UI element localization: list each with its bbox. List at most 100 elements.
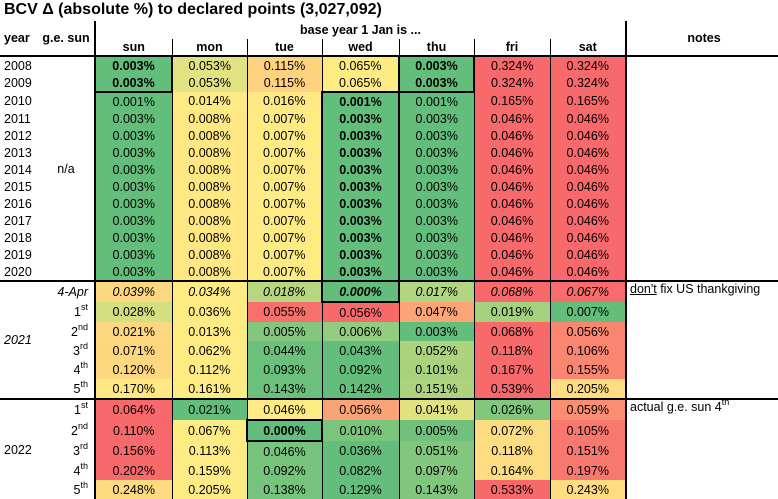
value-cell-thu[interactable]: 0.003% xyxy=(398,229,474,246)
value-cell-tue[interactable]: 0.143% xyxy=(246,379,322,399)
value-cell-mon[interactable]: 0.161% xyxy=(171,379,247,399)
value-cell-sun[interactable]: 0.110% xyxy=(94,420,172,441)
value-cell-wed[interactable]: 0.082% xyxy=(321,461,399,480)
value-cell-wed[interactable]: 0.003% xyxy=(321,127,400,144)
value-cell-mon[interactable]: 0.014% xyxy=(171,92,247,110)
value-cell-fri[interactable]: 0.068% xyxy=(473,280,550,302)
value-cell-fri[interactable]: 0.164% xyxy=(473,461,550,480)
value-cell-tue[interactable]: 0.018% xyxy=(246,280,322,302)
value-cell-wed[interactable]: 0.043% xyxy=(321,341,399,360)
value-cell-fri[interactable]: 0.539% xyxy=(473,379,550,399)
value-cell-sun[interactable]: 0.202% xyxy=(94,461,172,480)
value-cell-sun[interactable]: 0.003% xyxy=(94,144,172,161)
value-cell-mon[interactable]: 0.053% xyxy=(171,55,247,74)
value-cell-fri[interactable]: 0.167% xyxy=(473,360,550,379)
value-cell-fri[interactable]: 0.046% xyxy=(473,161,550,178)
value-cell-mon[interactable]: 0.113% xyxy=(171,441,247,461)
value-cell-fri[interactable]: 0.533% xyxy=(473,480,550,499)
value-cell-sat[interactable]: 0.151% xyxy=(549,441,626,461)
value-cell-fri[interactable]: 0.046% xyxy=(473,110,550,127)
value-cell-sat[interactable]: 0.106% xyxy=(549,341,626,360)
value-cell-tue[interactable]: 0.044% xyxy=(246,341,322,360)
value-cell-thu[interactable]: 0.005% xyxy=(398,420,474,441)
value-cell-mon[interactable]: 0.008% xyxy=(171,110,247,127)
value-cell-mon[interactable]: 0.205% xyxy=(171,480,247,499)
value-cell-sat[interactable]: 0.165% xyxy=(549,92,626,110)
value-cell-fri[interactable]: 0.026% xyxy=(473,398,550,420)
value-cell-fri[interactable]: 0.046% xyxy=(473,144,550,161)
value-cell-fri[interactable]: 0.324% xyxy=(473,55,550,74)
value-cell-tue[interactable]: 0.092% xyxy=(246,461,322,480)
value-cell-sun[interactable]: 0.003% xyxy=(94,212,172,229)
value-cell-sun[interactable]: 0.003% xyxy=(94,178,172,195)
value-cell-fri[interactable]: 0.068% xyxy=(473,322,550,341)
value-cell-thu[interactable]: 0.101% xyxy=(398,360,474,379)
value-cell-mon[interactable]: 0.021% xyxy=(171,398,247,420)
value-cell-mon[interactable]: 0.062% xyxy=(171,341,247,360)
value-cell-wed[interactable]: 0.006% xyxy=(321,322,399,341)
value-cell-wed[interactable]: 0.056% xyxy=(321,302,399,322)
value-cell-sat[interactable]: 0.046% xyxy=(549,212,626,229)
value-cell-tue[interactable]: 0.007% xyxy=(246,212,322,229)
value-cell-thu[interactable]: 0.003% xyxy=(398,322,474,341)
value-cell-wed[interactable]: 0.003% xyxy=(321,178,400,195)
value-cell-mon[interactable]: 0.034% xyxy=(171,280,247,302)
value-cell-fri[interactable]: 0.046% xyxy=(473,212,550,229)
value-cell-thu[interactable]: 0.003% xyxy=(398,161,474,178)
value-cell-sun[interactable]: 0.170% xyxy=(94,379,172,399)
value-cell-wed[interactable]: 0.003% xyxy=(321,263,400,282)
value-cell-tue[interactable]: 0.138% xyxy=(246,480,322,499)
value-cell-thu[interactable]: 0.003% xyxy=(398,246,474,263)
value-cell-tue[interactable]: 0.007% xyxy=(246,110,322,127)
value-cell-wed[interactable]: 0.065% xyxy=(321,74,399,92)
value-cell-mon[interactable]: 0.159% xyxy=(171,461,247,480)
value-cell-mon[interactable]: 0.067% xyxy=(171,420,247,441)
value-cell-sun[interactable]: 0.003% xyxy=(94,74,173,93)
value-cell-wed[interactable]: 0.003% xyxy=(321,229,400,246)
value-cell-tue[interactable]: 0.046% xyxy=(246,441,322,461)
value-cell-thu[interactable]: 0.001% xyxy=(398,92,474,110)
value-cell-wed[interactable]: 0.003% xyxy=(321,212,400,229)
value-cell-mon[interactable]: 0.008% xyxy=(171,195,247,212)
value-cell-tue[interactable]: 0.007% xyxy=(246,246,322,263)
value-cell-sun[interactable]: 0.003% xyxy=(94,229,172,246)
value-cell-fri[interactable]: 0.046% xyxy=(473,178,550,195)
value-cell-thu[interactable]: 0.151% xyxy=(398,379,474,399)
value-cell-tue[interactable]: 0.007% xyxy=(246,127,322,144)
value-cell-sat[interactable]: 0.067% xyxy=(549,280,626,302)
value-cell-mon[interactable]: 0.036% xyxy=(171,302,247,322)
value-cell-fri[interactable]: 0.324% xyxy=(473,74,550,92)
value-cell-tue[interactable]: 0.007% xyxy=(246,178,322,195)
value-cell-tue[interactable]: 0.046% xyxy=(246,398,322,420)
value-cell-sat[interactable]: 0.046% xyxy=(549,178,626,195)
value-cell-wed[interactable]: 0.056% xyxy=(321,398,399,420)
value-cell-wed[interactable]: 0.129% xyxy=(321,480,399,499)
value-cell-fri[interactable]: 0.118% xyxy=(473,341,550,360)
value-cell-sat[interactable]: 0.046% xyxy=(549,110,626,127)
value-cell-sun[interactable]: 0.064% xyxy=(94,398,172,420)
value-cell-fri[interactable]: 0.118% xyxy=(473,441,550,461)
value-cell-tue[interactable]: 0.093% xyxy=(246,360,322,379)
value-cell-sun[interactable]: 0.003% xyxy=(94,263,172,281)
value-cell-tue[interactable]: 0.115% xyxy=(246,74,322,92)
value-cell-sat[interactable]: 0.155% xyxy=(549,360,626,379)
value-cell-fri[interactable]: 0.046% xyxy=(473,246,550,263)
value-cell-sun[interactable]: 0.003% xyxy=(94,195,172,212)
value-cell-sun[interactable]: 0.248% xyxy=(94,480,172,499)
value-cell-tue[interactable]: 0.055% xyxy=(246,302,322,322)
value-cell-mon[interactable]: 0.008% xyxy=(171,178,247,195)
value-cell-sat[interactable]: 0.059% xyxy=(549,398,626,420)
value-cell-sun[interactable]: 0.156% xyxy=(94,441,172,461)
value-cell-mon[interactable]: 0.008% xyxy=(171,229,247,246)
value-cell-sun[interactable]: 0.021% xyxy=(94,322,172,341)
value-cell-sat[interactable]: 0.324% xyxy=(549,55,626,74)
value-cell-sun[interactable]: 0.120% xyxy=(94,360,172,379)
value-cell-thu[interactable]: 0.003% xyxy=(398,144,474,161)
value-cell-sat[interactable]: 0.197% xyxy=(549,461,626,480)
value-cell-wed[interactable]: 0.001% xyxy=(321,91,400,110)
value-cell-thu[interactable]: 0.097% xyxy=(398,461,474,480)
value-cell-sat[interactable]: 0.046% xyxy=(549,195,626,212)
value-cell-wed[interactable]: 0.036% xyxy=(321,441,399,461)
value-cell-tue[interactable]: 0.007% xyxy=(246,195,322,212)
value-cell-sat[interactable]: 0.243% xyxy=(549,480,626,499)
